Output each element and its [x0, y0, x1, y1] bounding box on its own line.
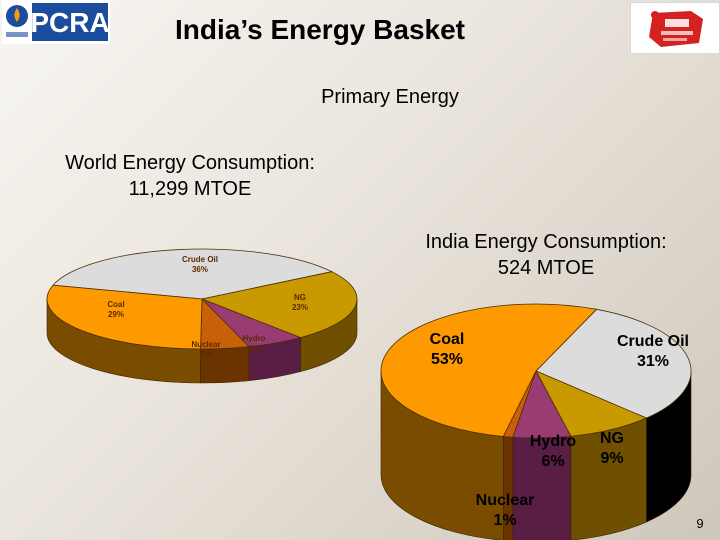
pie-value-coal: 29%: [108, 310, 124, 319]
india-chart-title: India Energy Consumption:: [425, 231, 667, 253]
world-chart-title: World Energy Consumption:: [65, 152, 315, 174]
pie-slice-crude_oil: [52, 248, 334, 300]
pie-slice-coal: [380, 303, 598, 437]
page-number: 9: [696, 516, 704, 531]
pie-label-nuclear: Nuclear: [476, 492, 535, 509]
pie-value-crude_oil: 36%: [192, 265, 208, 274]
india-chart-heading: India Energy Consumption: 524 MTOE: [376, 229, 716, 281]
pie-value-hydro: 6%: [541, 453, 564, 470]
india-chart-total: 524 MTOE: [497, 257, 595, 279]
save-fuel-logo: [630, 2, 720, 54]
pie-label-ng: NG: [600, 430, 624, 447]
pie-label-crude_oil: Crude Oil: [617, 333, 689, 350]
pie-value-crude_oil: 31%: [637, 353, 669, 370]
pie-value-nuclear: 5%: [200, 350, 212, 359]
pie-slice-ng: [200, 271, 358, 339]
pie-value-ng: 23%: [292, 303, 308, 312]
world-chart-heading: World Energy Consumption: 11,299 MTOE: [10, 150, 370, 202]
pie-value-coal: 53%: [431, 351, 463, 368]
pcra-logo: PCRA: [2, 0, 110, 44]
slide-subtitle: Primary Energy: [321, 86, 459, 108]
slide-title: India’s Energy Basket: [175, 14, 465, 45]
pie-label-hydro: Hydro: [530, 433, 576, 450]
pie-value-hydro: 6%: [248, 344, 260, 353]
pie-slice-coal: [46, 284, 203, 350]
india-pie-chart: Crude Oil 31% NG 9% Hydro 6% Nuclear 1% Coal 53%: [380, 303, 692, 540]
pie-value-ng: 9%: [600, 450, 623, 467]
pie-side-hydro: [512, 435, 572, 540]
pcra-logo-text: PCRA: [30, 7, 109, 38]
pie-label-nuclear: Nuclear: [191, 340, 220, 349]
pie-slice-crude_oil: [535, 308, 692, 419]
pie-label-hydro: Hydro: [242, 334, 265, 343]
pie-slice-ng: [535, 370, 648, 437]
world-chart-total: 11,299 MTOE: [128, 178, 252, 200]
pie-label-coal: Coal: [107, 300, 124, 309]
pie-label-crude_oil: Crude Oil: [182, 255, 218, 264]
pie-label-ng: NG: [294, 293, 306, 302]
pie-label-coal: Coal: [430, 331, 465, 348]
pie-value-nuclear: 1%: [493, 512, 516, 529]
